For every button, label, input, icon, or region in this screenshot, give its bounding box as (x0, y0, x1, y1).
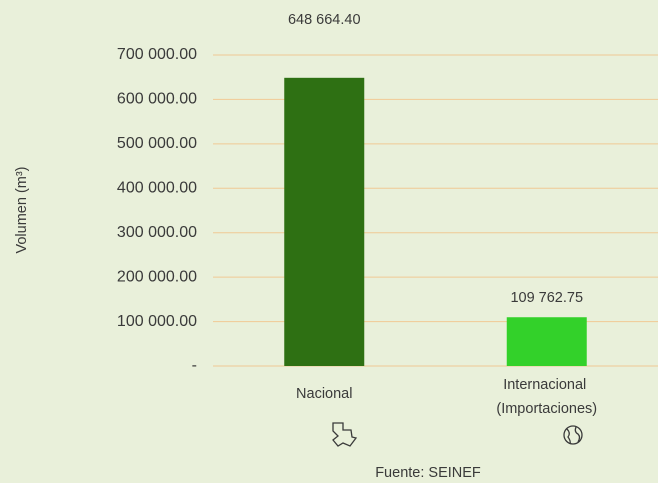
x-tick-label: Nacional (296, 386, 352, 402)
y-tick-label: 400 000.00 (117, 180, 197, 197)
y-tick-label: 100 000.00 (117, 313, 197, 330)
bar (506, 317, 587, 366)
source-note: Fuente: SEINEF (375, 465, 481, 481)
y-tick-label: 700 000.00 (117, 46, 197, 63)
y-tick-label: - (192, 357, 197, 374)
y-tick-label: 200 000.00 (117, 268, 197, 285)
internacional-icon (563, 425, 583, 445)
bar (284, 77, 365, 366)
value-label: 109 762.75 (510, 290, 583, 306)
y-tick-label: 600 000.00 (117, 91, 197, 108)
x-tick-label: Internacional (Importaciones) (496, 377, 597, 417)
y-tick-label: 300 000.00 (117, 224, 197, 241)
y-tick-label: 500 000.00 (117, 135, 197, 152)
value-label: 648 664.40 (288, 12, 361, 28)
nacional-icon (332, 422, 358, 447)
y-axis-label: Volumen (m³) (14, 166, 30, 253)
